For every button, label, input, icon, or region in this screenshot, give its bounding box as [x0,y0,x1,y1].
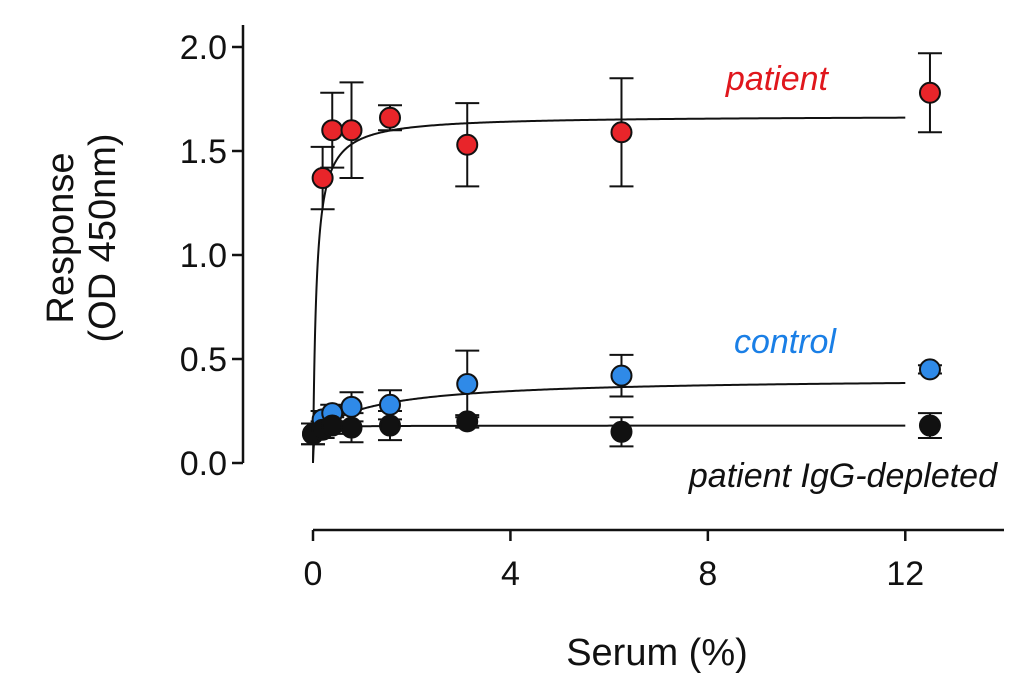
x-ticks: 0 4 8 12 [304,530,924,593]
data-points [302,81,941,445]
fit-curve [312,116,906,463]
data-point [918,81,941,104]
y-tick-label: 1.5 [180,133,227,171]
series-label-patient: patient [725,60,830,98]
data-point [378,106,401,129]
data-point [378,393,401,416]
data-point [610,121,633,144]
y-ticks: 0.0 0.5 1.0 1.5 2.0 [180,29,243,483]
y-axis-title-line2: (OD 450nm) [82,133,124,342]
data-point [456,410,479,433]
y-tick-label: 0.5 [180,341,227,379]
data-point [340,119,363,142]
data-point [321,119,344,142]
y-axis-title: Response (OD 450nm) [40,133,124,342]
x-axis-title: Serum (%) [566,632,748,674]
data-point [918,414,941,437]
data-point [340,416,363,439]
series-labels: patient control patient IgG-depleted [688,60,998,495]
series-label-patient-igg-depleted: patient IgG-depleted [688,457,998,495]
data-point [378,414,401,437]
data-point [311,167,334,190]
data-point [321,414,344,437]
series-label-control: control [734,323,837,361]
data-point [610,364,633,387]
x-tick-label: 12 [886,555,924,593]
data-point [340,395,363,418]
data-point [456,372,479,395]
data-point [610,420,633,443]
data-point [918,358,941,381]
y-tick-label: 1.0 [180,237,227,275]
x-tick-label: 0 [304,555,323,593]
x-tick-label: 4 [501,555,520,593]
x-tick-label: 8 [698,555,717,593]
y-axis-title-line1: Response [40,152,82,323]
y-tick-label: 0.0 [180,445,227,483]
y-tick-label: 2.0 [180,29,227,67]
data-point [456,133,479,156]
axes: 0.0 0.5 1.0 1.5 2.0 0 4 8 12 [180,25,1004,593]
